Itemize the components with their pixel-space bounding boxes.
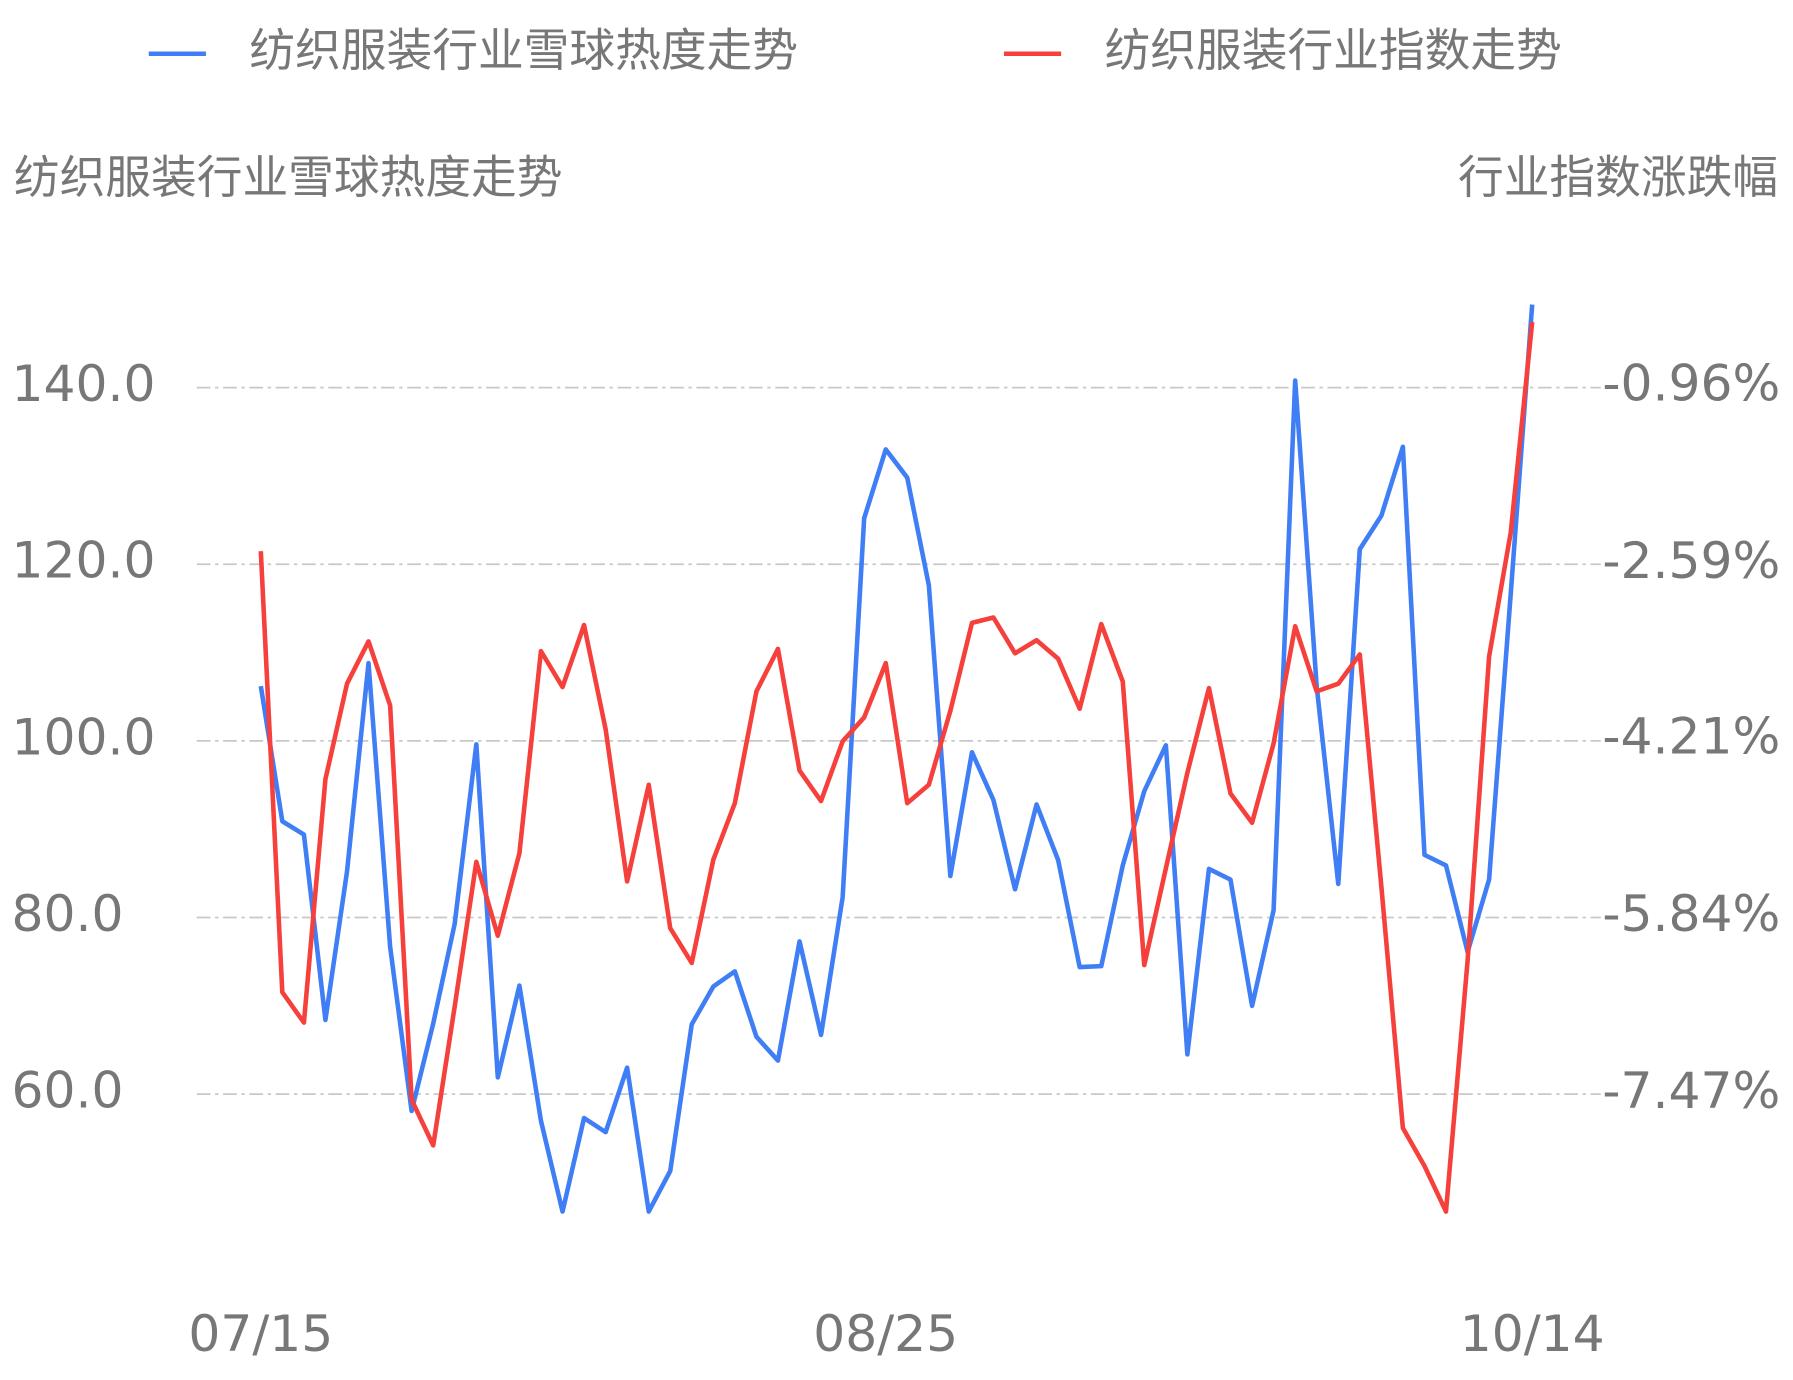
y2-tick-label: -0.96% bbox=[1602, 354, 1780, 413]
y2-tick-label: -2.59% bbox=[1602, 531, 1780, 590]
y-tick-label: 140.0 bbox=[12, 354, 156, 413]
x-tick-label: 07/15 bbox=[188, 1304, 333, 1363]
y-tick-label: 60.0 bbox=[12, 1061, 124, 1120]
y-tick-label: 100.0 bbox=[12, 707, 156, 766]
series-line bbox=[258, 321, 1535, 1214]
y2-tick-label: -5.84% bbox=[1602, 884, 1780, 943]
y-axis-title: 纺织服装行业雪球热度走势 bbox=[14, 151, 563, 204]
x-tick-label: 08/25 bbox=[813, 1304, 958, 1363]
y-tick-label: 120.0 bbox=[12, 531, 156, 590]
y-tick-label: 80.0 bbox=[12, 884, 124, 943]
y2-tick-label: -7.47% bbox=[1602, 1061, 1780, 1120]
legend-label: 纺织服装行业指数走势 bbox=[1105, 24, 1562, 77]
legend-label: 纺织服装行业雪球热度走势 bbox=[249, 24, 798, 77]
y2-axis-title: 行业指数涨跌幅 bbox=[1458, 151, 1778, 204]
y2-tick-label: -4.21% bbox=[1602, 707, 1780, 766]
series-line bbox=[258, 304, 1535, 1214]
x-tick-label: 10/14 bbox=[1460, 1304, 1605, 1363]
